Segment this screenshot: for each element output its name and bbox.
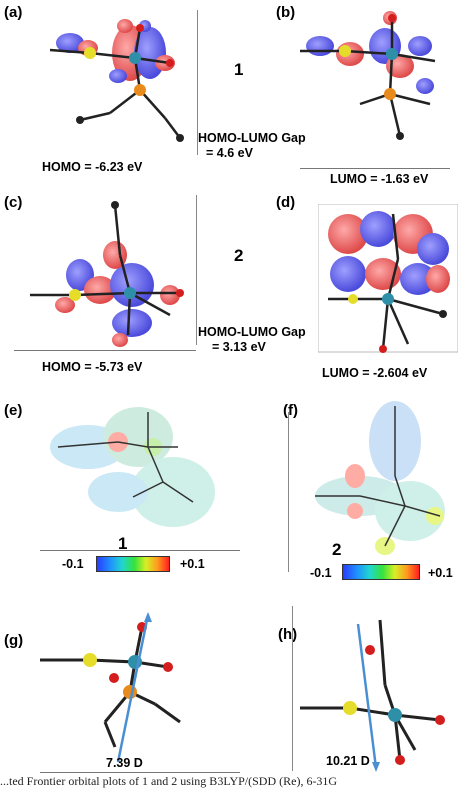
gap-title-complex-2: HOMO-LUMO Gap [198, 325, 306, 339]
panel-c-label: (c) [4, 194, 23, 211]
esp-scale-max-f: +0.1 [428, 566, 453, 580]
esp-scale-max-e: +0.1 [180, 557, 205, 571]
esp-scale-min-f: -0.1 [310, 566, 332, 580]
dipole-arrow-complex-2 [356, 623, 378, 769]
esp-color-scale-f [342, 564, 420, 580]
homo-energy-complex-2: HOMO = -5.73 eV [42, 360, 143, 374]
dipole-value-complex-1: 7.39 D [106, 756, 143, 770]
homo-orbital-complex-1 [49, 19, 184, 142]
panel-d-label: (d) [276, 194, 296, 211]
panel-f-label: (f) [283, 402, 298, 419]
esp-color-scale-e [96, 556, 170, 572]
esp-surface-complex-2 [315, 401, 445, 555]
complex-2-number: 2 [234, 246, 244, 265]
dipole-complex-1 [40, 612, 181, 763]
homo-orbital-complex-2 [30, 201, 184, 347]
lumo-orbital-complex-1 [300, 11, 436, 140]
panel-a-label: (a) [4, 4, 23, 21]
esp-complex-1-number: 1 [118, 534, 128, 553]
homo-energy-complex-1: HOMO = -6.23 eV [42, 160, 143, 174]
lumo-energy-complex-2: LUMO = -2.604 eV [322, 366, 428, 380]
lumo-orbital-complex-2 [318, 204, 458, 353]
esp-surface-complex-1 [50, 407, 215, 527]
complex-1-number: 1 [234, 60, 244, 79]
gap-value-complex-2: = 3.13 eV [212, 340, 266, 354]
dipole-arrow-complex-1 [116, 614, 150, 763]
dipole-value-complex-2: 10.21 D [326, 754, 370, 768]
gap-value-complex-1: = 4.6 eV [206, 146, 253, 160]
panel-e-label: (e) [4, 402, 23, 419]
esp-scale-min-e: -0.1 [62, 557, 84, 571]
panel-g-label: (g) [4, 632, 24, 649]
panel-b-label: (b) [276, 4, 296, 21]
gap-title-complex-1: HOMO-LUMO Gap [198, 131, 306, 145]
esp-complex-2-number: 2 [332, 540, 342, 559]
lumo-energy-complex-1: LUMO = -1.63 eV [330, 172, 429, 186]
dipole-complex-2 [300, 619, 445, 772]
figure-caption: ...ted Frontier orbital plots of 1 and 2… [0, 774, 338, 788]
